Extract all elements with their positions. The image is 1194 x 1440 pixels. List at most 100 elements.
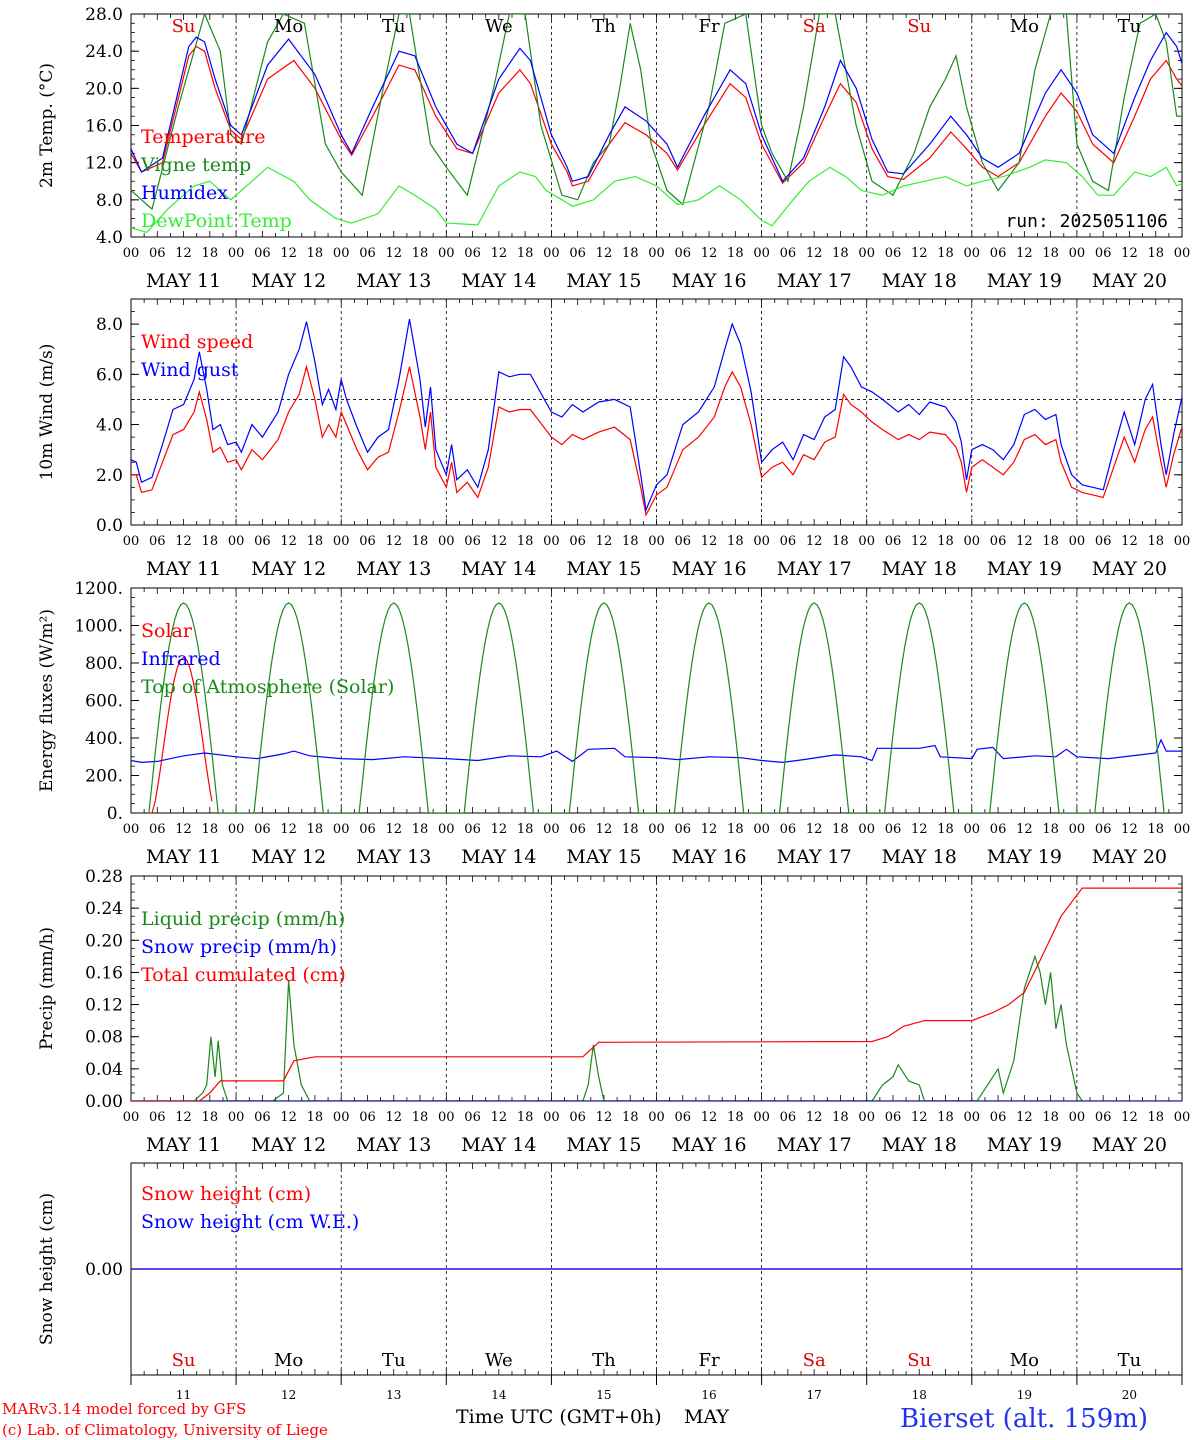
hour-tick-label: 00: [858, 246, 875, 261]
day-label: MAY 13: [356, 270, 431, 292]
hour-tick-label: 06: [254, 1110, 271, 1125]
hour-tick-label: 12: [1121, 246, 1138, 261]
day-label: MAY 12: [251, 1134, 326, 1156]
y-tick-label: 200.: [85, 767, 123, 787]
y-tick-label: 1000.: [74, 617, 123, 637]
legend-entry: Infrared: [141, 648, 221, 670]
weekday-label-bottom: Fr: [699, 1350, 720, 1371]
y-tick-label: 4.0: [96, 416, 123, 436]
legend-entry: Humidex: [141, 182, 228, 204]
y-tick-label: 0.16: [85, 963, 123, 983]
hour-tick-label: 18: [727, 534, 744, 549]
hour-tick-label: 00: [438, 1110, 455, 1125]
hour-tick-label: 18: [727, 246, 744, 261]
hour-tick-label: 12: [701, 822, 718, 837]
hour-tick-label: 12: [385, 534, 402, 549]
day-number: 13: [386, 1388, 401, 1402]
hour-tick-label: 18: [412, 1110, 429, 1125]
hour-tick-label: 00: [438, 246, 455, 261]
legend-entry: DewPoint Temp: [141, 210, 292, 232]
hour-tick-label: 00: [1174, 1110, 1191, 1125]
hour-tick-label: 06: [149, 246, 166, 261]
hour-tick-label: 06: [675, 534, 692, 549]
hour-tick-label: 06: [464, 246, 481, 261]
hour-tick-label: 06: [569, 246, 586, 261]
series-group: [131, 887, 1182, 1101]
hour-tick-label: 00: [543, 1110, 560, 1125]
day-label: MAY 12: [251, 846, 326, 868]
hour-tick-label: 06: [990, 246, 1007, 261]
y-tick-label: 0.20: [85, 931, 123, 951]
hour-tick-label: 00: [438, 534, 455, 549]
hour-tick-label: 18: [1147, 534, 1164, 549]
hour-tick-label: 06: [359, 1110, 376, 1125]
y-tick-label: 28.0: [85, 5, 123, 25]
y-axis-label: 2m Temp. (°C): [37, 63, 57, 188]
hour-tick-label: 00: [228, 246, 245, 261]
hour-tick-label: 18: [622, 534, 639, 549]
y-tick-label: 0.00: [85, 1260, 123, 1280]
day-label: MAY 16: [671, 1134, 746, 1156]
hour-tick-label: 18: [1147, 246, 1164, 261]
day-number: 12: [281, 1388, 296, 1402]
weekday-label-bottom: Mo: [1010, 1350, 1039, 1371]
hour-tick-label: 18: [1147, 822, 1164, 837]
day-label: MAY 14: [461, 270, 536, 292]
hour-tick-label: 12: [806, 1110, 823, 1125]
hour-tick-label: 00: [648, 822, 665, 837]
y-tick-label: 12.0: [85, 154, 123, 174]
hour-tick-label: 00: [753, 534, 770, 549]
day-label: MAY 16: [671, 846, 746, 868]
hour-tick-label: 00: [333, 822, 350, 837]
hour-tick-label: 18: [832, 1110, 849, 1125]
hour-tick-label: 00: [858, 822, 875, 837]
hour-tick-label: 12: [1016, 1110, 1033, 1125]
day-label: MAY 20: [1092, 558, 1167, 580]
hour-tick-label: 18: [517, 822, 534, 837]
weekday-label-bottom: Mo: [274, 1350, 303, 1371]
hour-tick-label: 18: [622, 822, 639, 837]
day-label: MAY 19: [987, 1134, 1062, 1156]
plot-frame: [130, 587, 1183, 814]
weekday-label: Tu: [1118, 16, 1142, 37]
hour-tick-label: 06: [359, 246, 376, 261]
day-label: MAY 15: [566, 558, 641, 580]
weekday-label: Sa: [803, 16, 826, 37]
hour-tick-label: 12: [385, 246, 402, 261]
x-axis-title: Time UTC (GMT+0h): [456, 1406, 662, 1428]
hour-tick-label: 00: [123, 1110, 140, 1125]
panel-temp: [130, 13, 1183, 238]
hour-tick-label: 00: [333, 534, 350, 549]
hour-tick-label: 00: [1069, 534, 1086, 549]
series-line-wind-gust: [131, 318, 1182, 513]
hour-tick-label: 06: [569, 1110, 586, 1125]
hour-tick-label: 06: [780, 822, 797, 837]
hour-tick-label: 00: [228, 822, 245, 837]
hour-tick-label: 12: [596, 534, 613, 549]
hour-tick-label: 12: [175, 534, 192, 549]
day-label: MAY 19: [987, 270, 1062, 292]
day-label: MAY 14: [461, 558, 536, 580]
hour-tick-label: 12: [806, 534, 823, 549]
day-label: MAY 18: [882, 558, 957, 580]
series-line-liquid-precip-mm-h-: [131, 954, 1083, 1101]
day-number: 17: [807, 1388, 822, 1402]
hour-tick-label: 18: [937, 822, 954, 837]
series-line-vigne-temp: [131, 14, 1182, 211]
hour-tick-label: 12: [911, 534, 928, 549]
hour-tick-label: 00: [123, 822, 140, 837]
hour-tick-label: 00: [1174, 246, 1191, 261]
hour-tick-label: 00: [333, 246, 350, 261]
legend-entry: Wind speed: [141, 331, 253, 353]
hour-tick-label: 06: [254, 822, 271, 837]
day-label: MAY 11: [146, 270, 221, 292]
day-label: MAY 15: [566, 1134, 641, 1156]
day-number: 16: [701, 1388, 716, 1402]
hour-tick-label: 18: [517, 246, 534, 261]
day-label: MAY 11: [146, 1134, 221, 1156]
y-tick-label: 600.: [85, 692, 123, 712]
day-number: 18: [912, 1388, 927, 1402]
panel-energy: [130, 587, 1183, 814]
hour-tick-label: 12: [1016, 822, 1033, 837]
